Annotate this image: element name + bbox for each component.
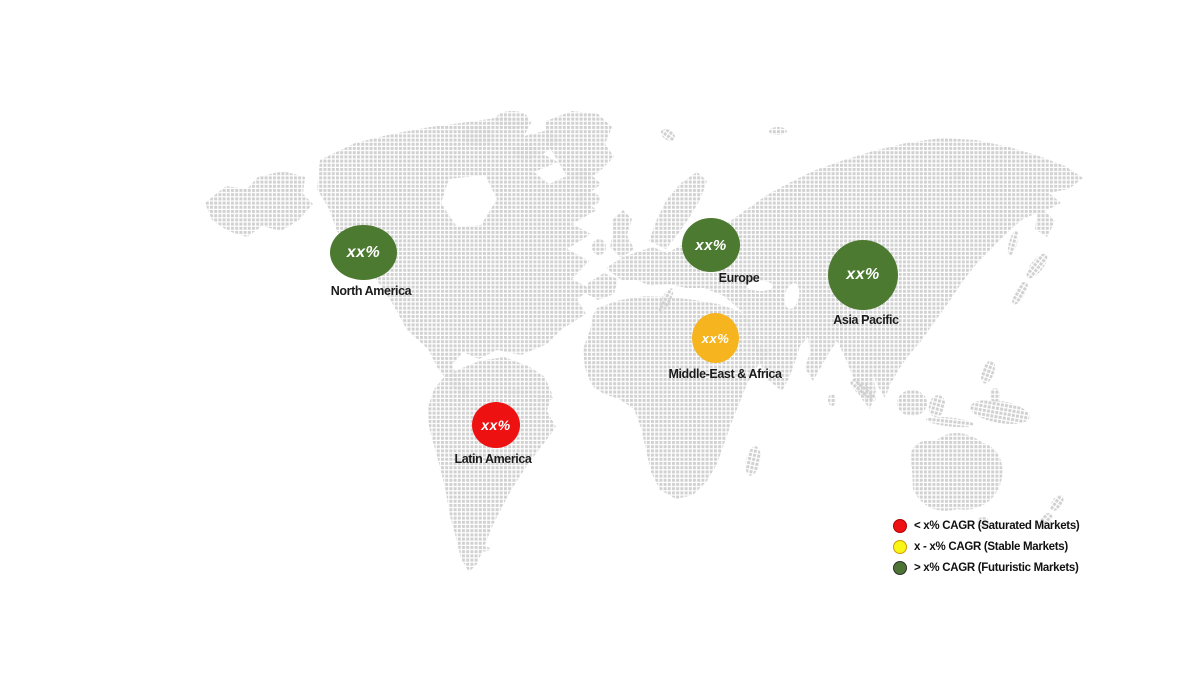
- bubble-value-middle-east-africa: xx%: [701, 330, 730, 346]
- bubble-north-america: xx%: [330, 225, 397, 280]
- label-europe: Europe: [718, 271, 760, 285]
- legend-label-saturated: < x% CAGR (Saturated Markets): [914, 520, 1080, 532]
- map-australia: [910, 432, 1003, 511]
- bubble-asia-pacific: xx%: [828, 240, 898, 310]
- map-africa: [583, 296, 770, 499]
- legend-label-stable: x - x% CAGR (Stable Markets): [914, 541, 1068, 553]
- map-north-america: [317, 117, 601, 399]
- bubble-value-asia-pacific: xx%: [846, 266, 880, 283]
- legend-item-saturated: < x% CAGR (Saturated Markets): [893, 519, 1080, 533]
- label-middle-east-africa: Middle-East & Africa: [668, 367, 782, 381]
- legend-item-futuristic: > x% CAGR (Futuristic Markets): [893, 561, 1079, 575]
- label-asia-pacific: Asia Pacific: [833, 313, 899, 327]
- map-alaska: [205, 171, 313, 237]
- bubble-value-north-america: xx%: [346, 243, 381, 261]
- label-latin-america: Latin America: [454, 452, 532, 466]
- bubble-value-latin-america: xx%: [481, 417, 511, 433]
- label-north-america: North America: [330, 284, 412, 298]
- map-south-america: [428, 357, 556, 572]
- legend-label-futuristic: > x% CAGR (Futuristic Markets): [914, 562, 1079, 574]
- map-scandinavia: [649, 172, 707, 249]
- map-uk: [610, 210, 634, 258]
- legend-swatch-red-icon: [893, 519, 907, 533]
- bubble-latin-america: xx%: [472, 402, 520, 448]
- legend-swatch-green-icon: [893, 561, 907, 575]
- legend: < x% CAGR (Saturated Markets) x - x% CAG…: [893, 519, 1080, 582]
- bubble-middle-east-africa: xx%: [692, 313, 739, 363]
- bubble-europe: xx%: [682, 218, 740, 272]
- legend-item-stable: x - x% CAGR (Stable Markets): [893, 540, 1079, 554]
- legend-swatch-yellow-icon: [893, 540, 907, 554]
- map-greenland: [545, 111, 614, 182]
- bubble-value-europe: xx%: [695, 236, 727, 254]
